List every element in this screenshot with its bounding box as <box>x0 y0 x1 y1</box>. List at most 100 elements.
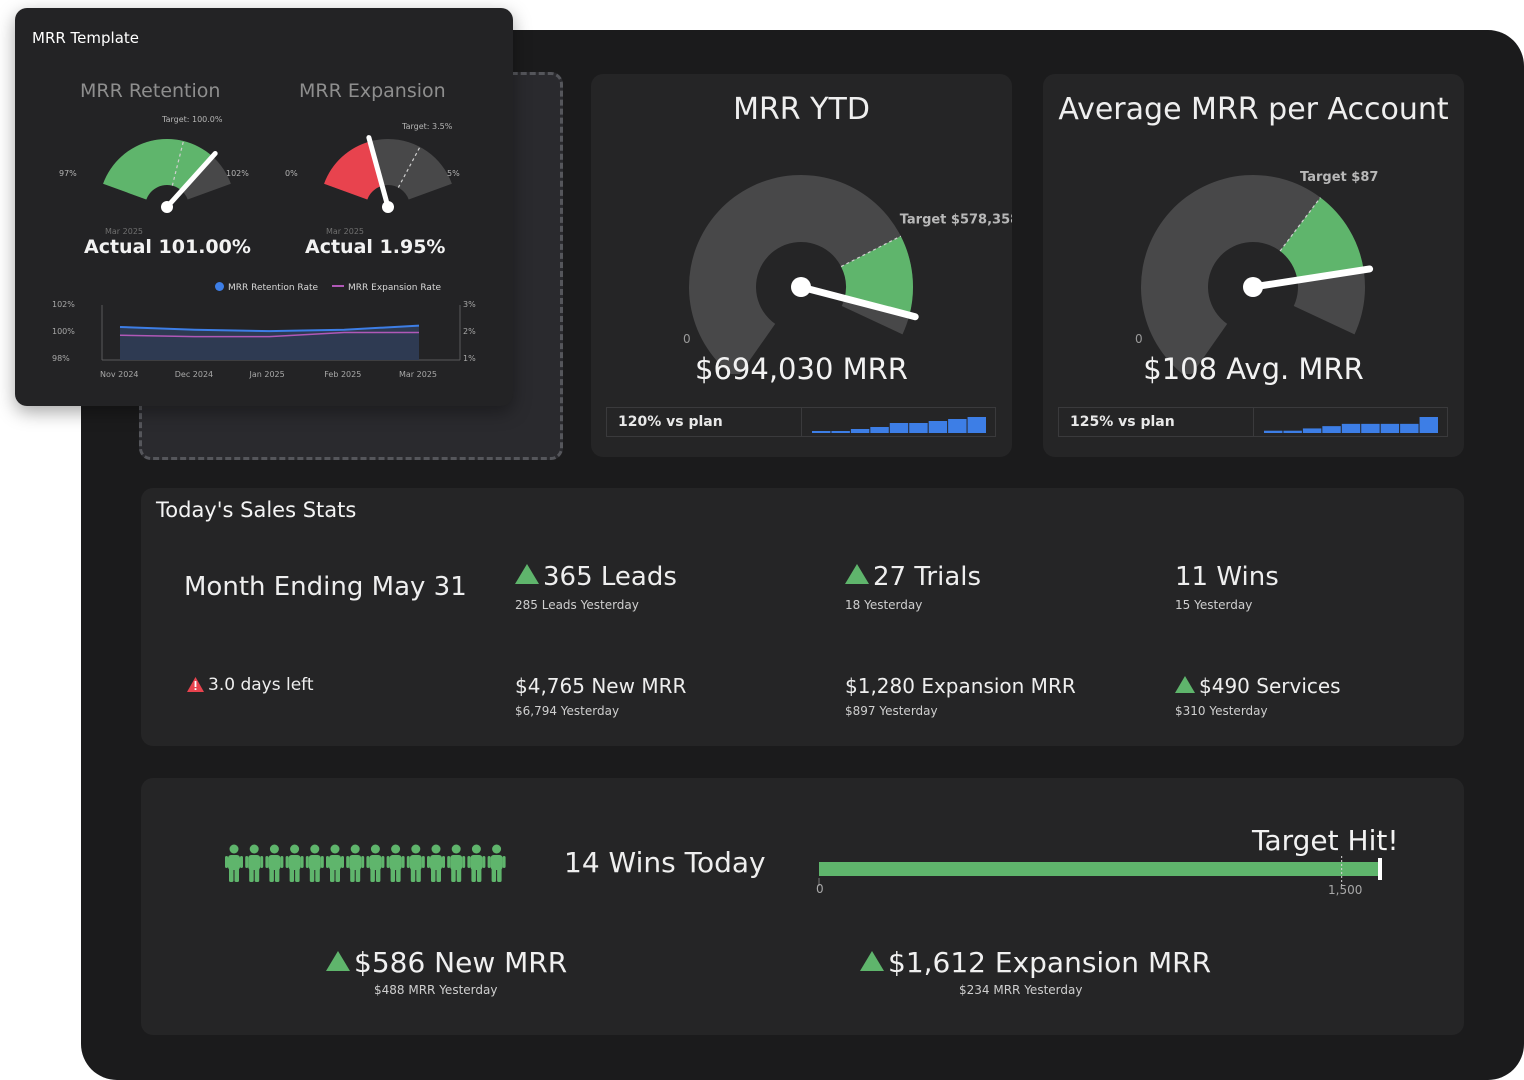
spark-bar <box>1302 428 1322 433</box>
today-expansion-mrr-value: $1,612 Expansion MRR <box>888 946 1212 979</box>
legend-dot-icon <box>215 282 224 291</box>
person-icon <box>225 844 243 882</box>
retention-line <box>119 324 420 333</box>
expansion-max-label: 5% <box>447 169 460 178</box>
person-icon <box>285 844 304 882</box>
mrr-ytd-vs-plan: 120% vs plan <box>618 414 723 430</box>
new-mrr-stat: $4,765 New MRR <box>515 674 687 698</box>
trials-stat: 27 Trials <box>845 562 981 592</box>
mrr-mini-gauges <box>103 135 452 213</box>
days-left: 3.0 days left <box>187 675 314 695</box>
expansion-actual-label: Actual <box>305 236 373 258</box>
gauge-needle <box>164 150 218 210</box>
person-icon <box>487 844 506 882</box>
person-icon <box>265 844 284 882</box>
mrr-template-title: MRR Template <box>32 29 139 47</box>
spark-bar <box>889 423 909 433</box>
spark-bar <box>1322 426 1341 433</box>
services-value: $490 Services <box>1199 674 1341 698</box>
trials-yesterday: 18 Yesterday <box>845 598 923 612</box>
spark-bar <box>1419 417 1438 433</box>
spark-bar <box>1341 423 1361 433</box>
chart-x-tick: Mar 2025 <box>399 370 437 379</box>
days-left-label: 3.0 days left <box>208 675 314 695</box>
strip-divider <box>1253 408 1254 436</box>
sales-stats-panel[interactable]: Today's Sales Stats Month Ending May 31 … <box>141 488 1464 746</box>
chart-x-tick: Dec 2024 <box>174 370 214 379</box>
avg-mrr-plan-strip: 125% vs plan <box>1058 407 1448 437</box>
retention-area <box>120 325 419 360</box>
leads-value: 365 Leads <box>543 562 677 592</box>
mrr-ytd-target-label: Target $578,358 <box>900 213 1012 228</box>
progress-end-marker <box>1378 858 1382 880</box>
expansion-target-label: Target: 3.5% <box>402 122 453 131</box>
person-icon <box>245 844 264 882</box>
today-new-mrr-yesterday: $488 MRR Yesterday <box>374 983 498 997</box>
mrr-ytd-gauge: Target $578,358 0 <box>683 175 1012 374</box>
chart-right-tick: 2% <box>463 327 476 336</box>
avg-mrr-target-label: Target $87 <box>1300 170 1378 185</box>
mrr-ytd-panel[interactable]: MRR YTD Target $578,358 0 $694,030 MRR 12… <box>591 74 1012 457</box>
avg-mrr-vs-plan: 125% vs plan <box>1070 414 1175 430</box>
progress-target-label: 1,500 <box>1328 883 1363 897</box>
progress-fill <box>819 862 1381 876</box>
spark-bar <box>831 431 850 433</box>
gauge-hub <box>1243 277 1263 297</box>
avg-mrr-gauge: Target $87 0 <box>1135 170 1378 374</box>
avg-mrr-sparkline <box>1264 417 1438 433</box>
spark-bar <box>909 423 928 433</box>
mrr-template-card[interactable]: MRR Template MRR Retention MRR Expansion… <box>15 8 513 406</box>
mrr-ytd-zero-label: 0 <box>683 332 691 346</box>
chart-x-tick: Nov 2024 <box>100 370 139 379</box>
mrr-ytd-sparkline <box>812 417 986 433</box>
month-ending-label: Month Ending May 31 <box>184 572 467 602</box>
gauge-needle <box>1249 265 1374 291</box>
retention-min-label: 97% <box>59 169 77 178</box>
up-arrow-icon <box>845 564 869 584</box>
retention-actual-value: 101.00% <box>158 236 251 258</box>
spark-bar <box>1361 423 1380 433</box>
spark-bar <box>870 427 889 433</box>
retention-max-label: 102% <box>226 169 249 178</box>
gauge-target-marker <box>171 140 185 186</box>
chart-x-tick: Jan 2025 <box>249 370 285 379</box>
gauge-needle <box>366 135 391 210</box>
expansion-mrr-yesterday: $897 Yesterday <box>845 704 938 718</box>
spark-bar <box>812 431 831 433</box>
avg-mrr-value: $108 Avg. MRR <box>1143 352 1364 386</box>
services-stat: $490 Services <box>1175 674 1341 698</box>
gauge-target-marker <box>1279 197 1321 252</box>
person-icon <box>427 844 445 882</box>
wins-people-icons <box>225 844 506 882</box>
gauge-fill <box>1280 197 1364 281</box>
avg-mrr-panel[interactable]: Average MRR per Account Target $87 0 $108… <box>1043 74 1464 457</box>
expansion-actual: Actual 1.95% <box>305 236 445 258</box>
spark-bar <box>1400 423 1419 433</box>
wins-yesterday: 15 Yesterday <box>1175 598 1253 612</box>
mrr-ytd-value: $694,030 MRR <box>695 352 908 386</box>
new-mrr-yesterday: $6,794 Yesterday <box>515 704 620 718</box>
wins-stat: 11 Wins <box>1175 562 1279 592</box>
wins-progress-bar <box>818 856 1382 886</box>
expansion-min-label: 0% <box>285 169 298 178</box>
today-expansion-mrr-yesterday: $234 MRR Yesterday <box>959 983 1083 997</box>
spark-bar <box>1264 430 1283 433</box>
trials-value: 27 Trials <box>873 562 982 592</box>
up-arrow-icon <box>326 951 350 971</box>
gauge-hub <box>382 201 394 213</box>
retention-target-label: Target: 100.0% <box>162 115 223 124</box>
spark-bar <box>1380 423 1400 433</box>
strip-divider <box>801 408 802 436</box>
avg-mrr-title: Average MRR per Account <box>1058 92 1449 127</box>
today-new-mrr-value: $586 New MRR <box>354 946 568 979</box>
chart-right-tick: 3% <box>463 300 476 309</box>
target-hit-label: Target Hit! <box>1252 824 1399 857</box>
chart-left-tick: 102% <box>52 300 75 309</box>
gauge-hub <box>791 277 811 297</box>
gauge-fill <box>324 141 383 200</box>
wins-today-panel[interactable]: 14 Wins Today Target Hit! 0 1,500 $586 N… <box>141 778 1464 1035</box>
mrr-retention-title: MRR Retention <box>80 80 221 102</box>
up-arrow-icon <box>860 951 884 971</box>
spark-bar <box>928 421 948 433</box>
services-yesterday: $310 Yesterday <box>1175 704 1268 718</box>
